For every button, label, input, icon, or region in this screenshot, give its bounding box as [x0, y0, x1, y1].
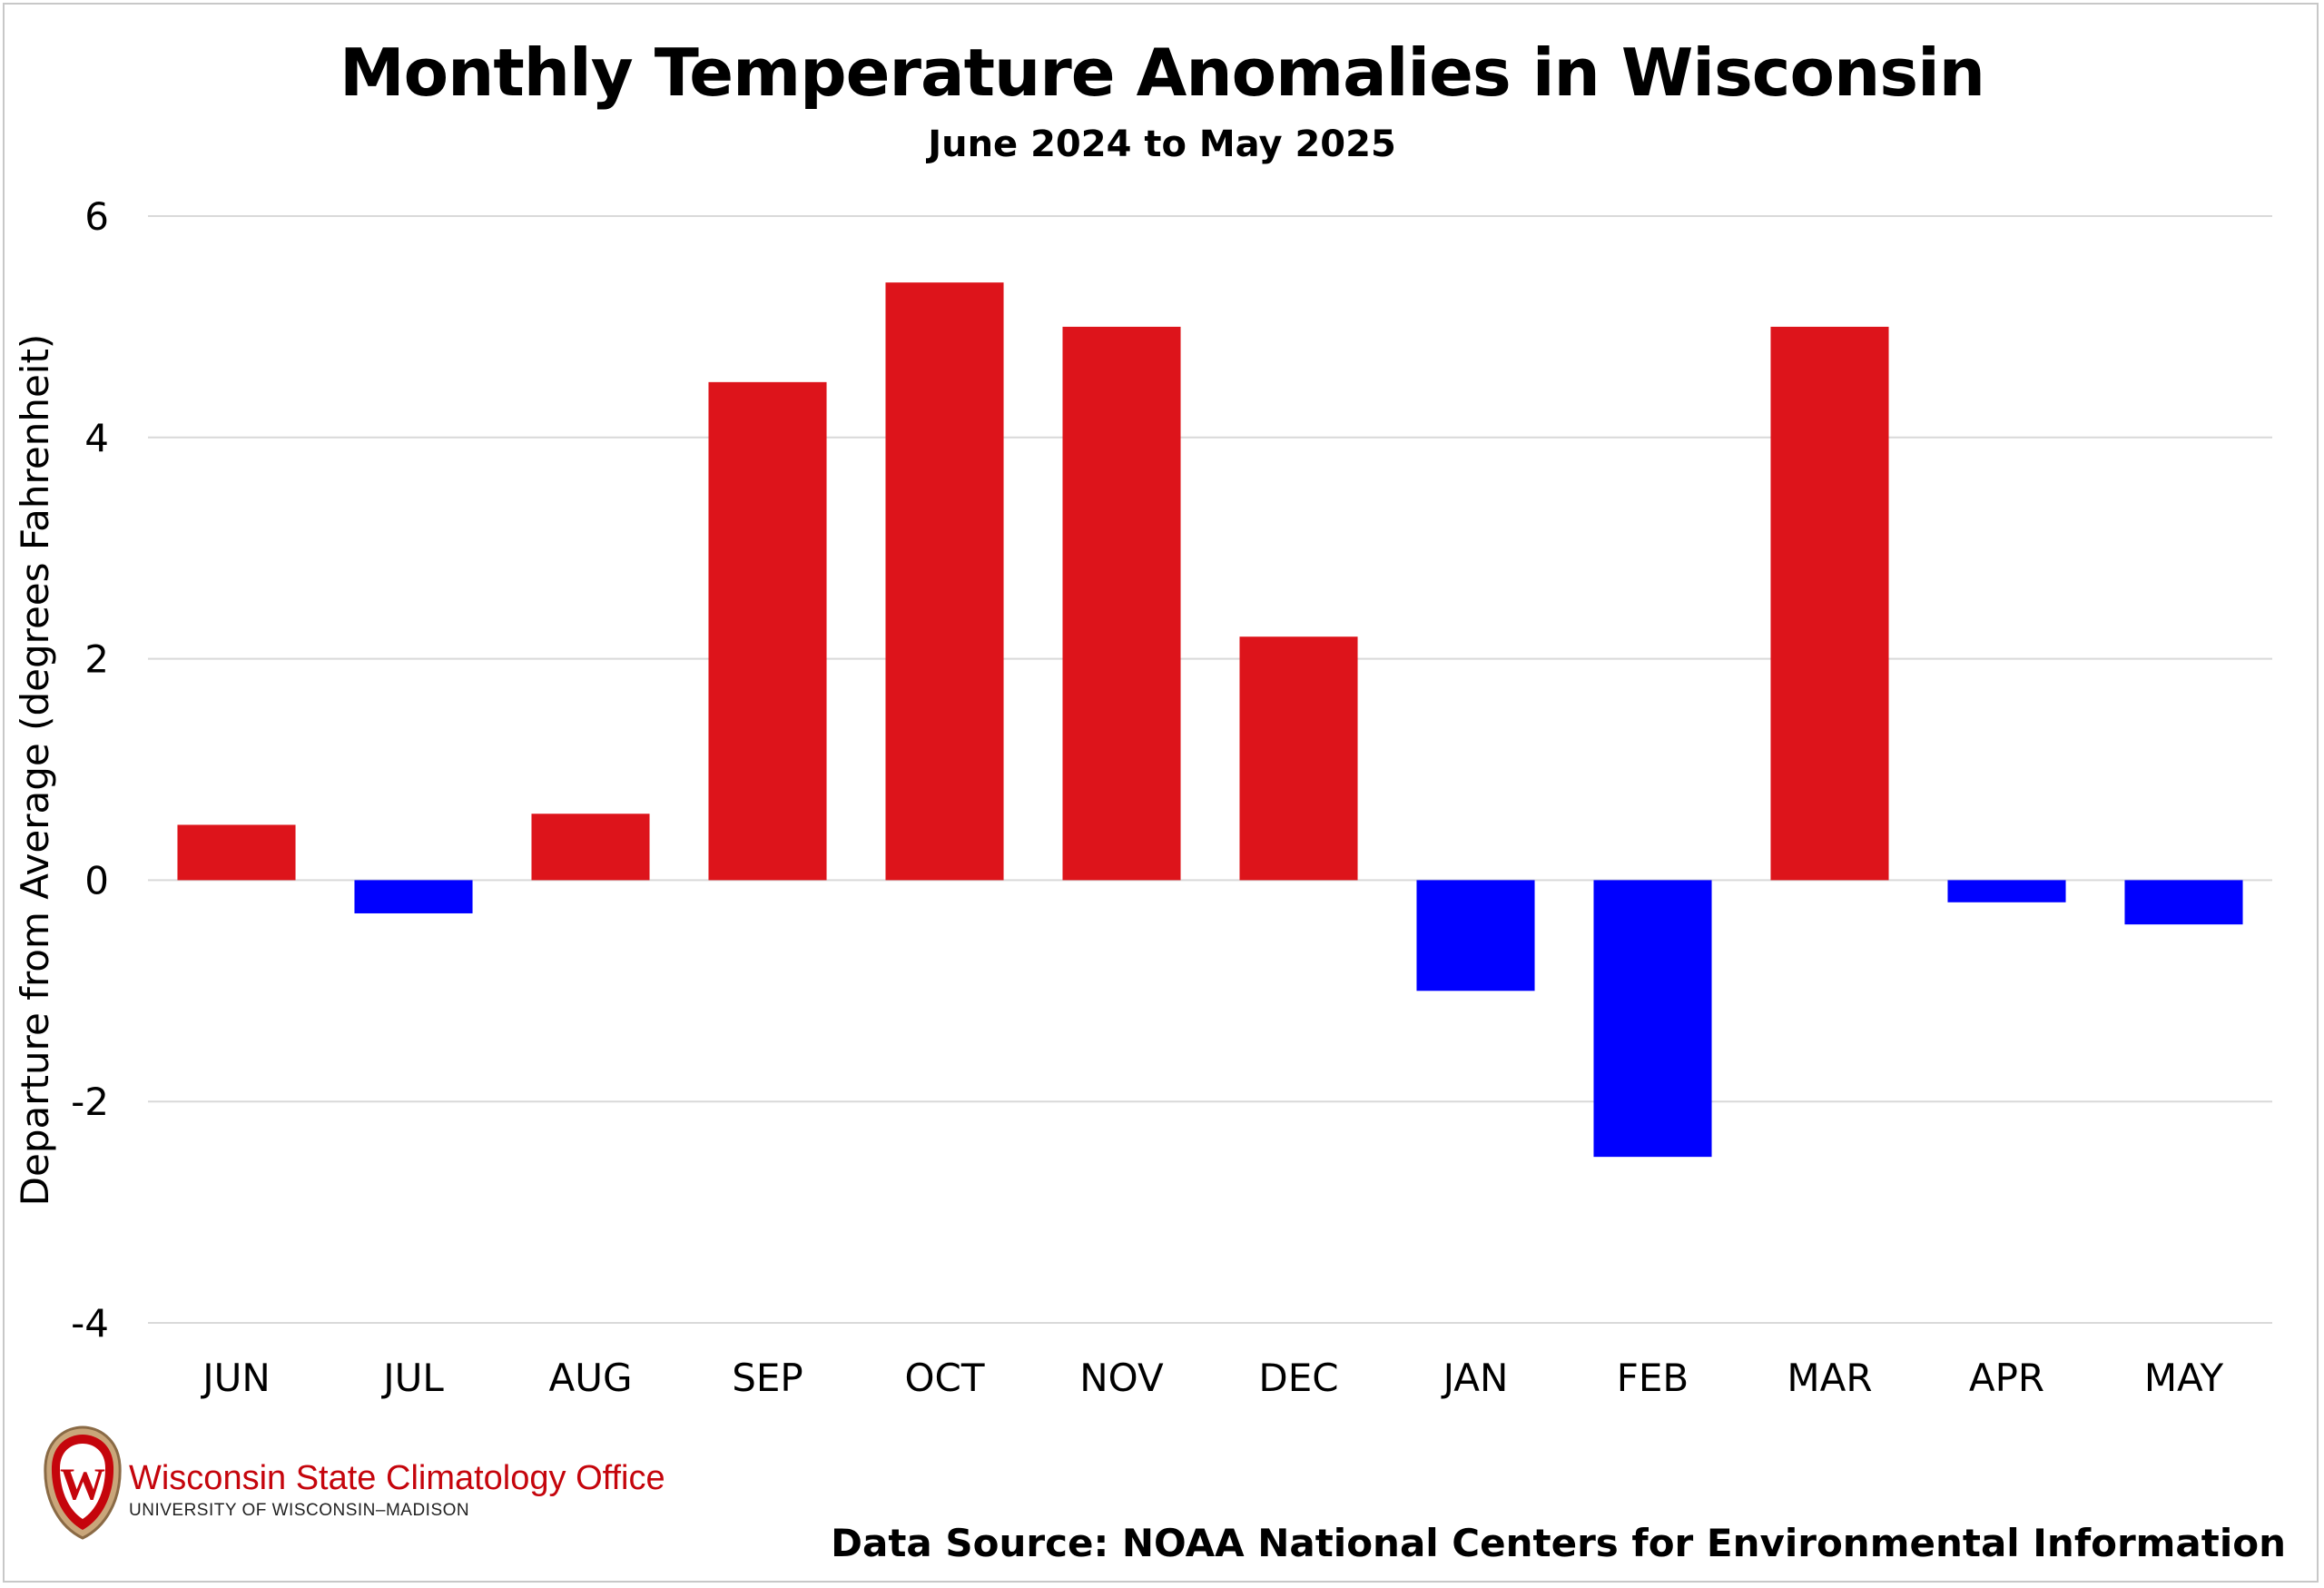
x-tick-label-feb: FEB	[1617, 1356, 1689, 1400]
x-tick-label-jun: JUN	[200, 1356, 271, 1400]
bar-jan	[1416, 880, 1535, 991]
bar-sep	[708, 381, 827, 881]
x-tick-label-sep: SEP	[732, 1356, 803, 1400]
uw-crest-icon: W	[44, 1425, 122, 1540]
bar-dec	[1239, 636, 1358, 881]
y-tick-label: 6	[84, 194, 109, 239]
y-axis-ticks: -4 -2 0 2 4 6	[71, 194, 109, 1346]
bar-may	[2124, 880, 2243, 925]
bar-mar	[1770, 326, 1889, 881]
y-tick-label: 4	[84, 416, 109, 460]
svg-text:W: W	[60, 1458, 105, 1509]
chart-subtitle: June 2024 to May 2025	[928, 123, 1396, 165]
x-tick-label-dec: DEC	[1258, 1356, 1338, 1400]
x-tick-label-oct: OCT	[904, 1356, 984, 1400]
x-tick-label-jul: JUL	[380, 1356, 444, 1400]
bar-nov	[1062, 326, 1181, 881]
bar-aug	[531, 814, 650, 881]
bar-feb	[1593, 880, 1712, 1158]
x-tick-label-mar: MAR	[1787, 1356, 1872, 1400]
logo-organization-name: Wisconsin State Climatology Office	[129, 1459, 665, 1497]
gridlines	[148, 215, 2272, 1324]
bar-jun	[177, 824, 296, 881]
bar-oct	[885, 282, 1004, 881]
bar-apr	[1947, 880, 2066, 902]
y-tick-label: -2	[71, 1080, 109, 1124]
logo-university-name: UNIVERSITY OF WISCONSIN–MADISON	[129, 1501, 470, 1520]
y-axis-label: Departure from Average (degrees Fahrenhe…	[13, 334, 57, 1207]
x-tick-label-apr: APR	[1969, 1356, 2044, 1400]
x-tick-label-aug: AUG	[548, 1356, 632, 1400]
y-tick-label: -4	[71, 1301, 109, 1346]
y-tick-label: 2	[84, 637, 109, 682]
y-tick-label: 0	[84, 858, 109, 902]
bar-jul	[354, 880, 473, 913]
bars	[177, 282, 2243, 1158]
x-axis-ticks: JUN JUL AUG SEP OCT NOV DEC JAN FEB MAR APR MAY	[200, 1356, 2223, 1400]
data-source-note: Data Source: NOAA National Centers for E…	[831, 1521, 2286, 1565]
x-tick-label-jan: JAN	[1441, 1356, 1509, 1400]
chart-title: Monthly Temperature Anomalies in Wiscons…	[340, 35, 1985, 111]
x-tick-label-may: MAY	[2144, 1356, 2224, 1400]
x-tick-label-nov: NOV	[1079, 1356, 1164, 1400]
